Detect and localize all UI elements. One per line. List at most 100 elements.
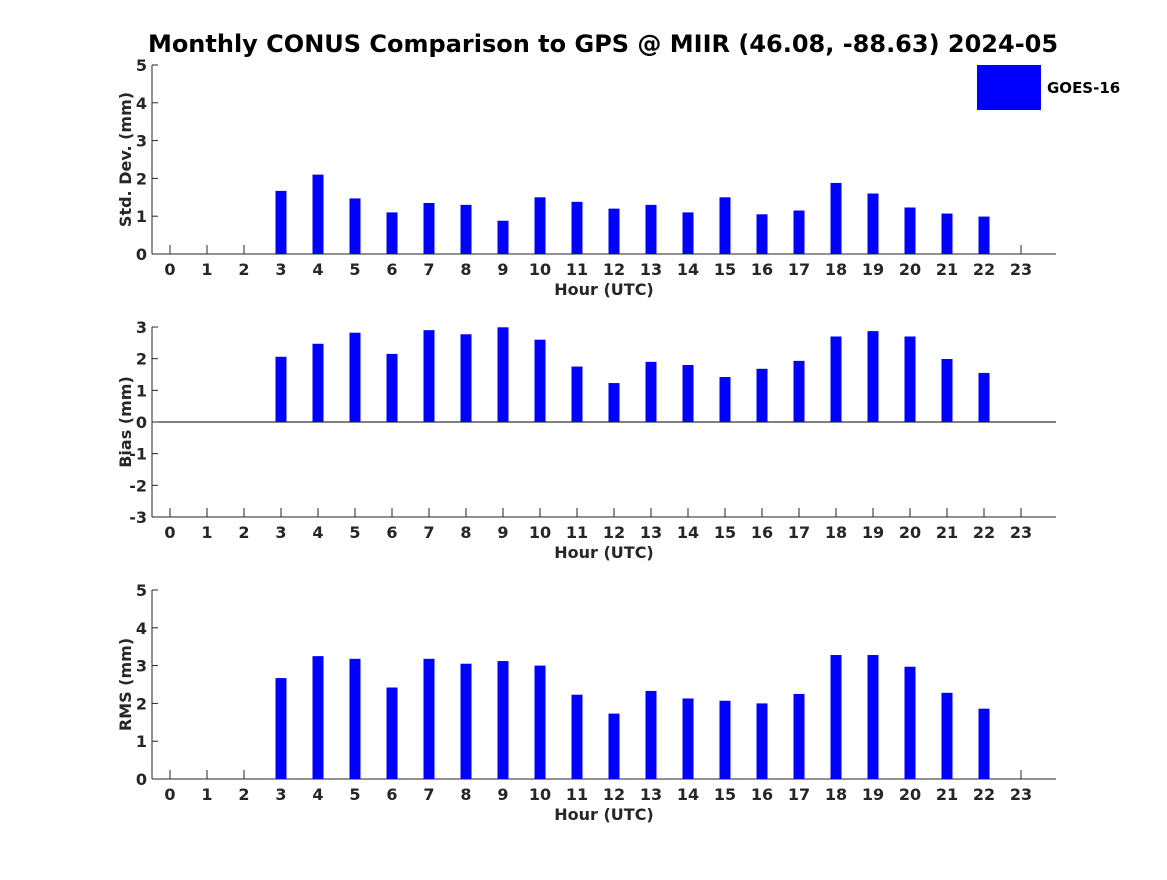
bar-hour-9 xyxy=(497,220,509,254)
y-tick-label: -1 xyxy=(129,445,147,464)
x-tick-label: 0 xyxy=(164,260,175,279)
x-tick-label: 7 xyxy=(423,260,434,279)
bar-hour-20 xyxy=(904,207,916,254)
bar-hour-8 xyxy=(460,663,472,779)
y-tick-label: 2 xyxy=(136,694,147,713)
y-tick-label: 0 xyxy=(136,770,147,789)
bar-hour-3 xyxy=(275,678,287,779)
x-tick-label: 10 xyxy=(529,523,551,542)
x-tick-label: 15 xyxy=(714,523,736,542)
bar-hour-16 xyxy=(756,368,768,422)
x-tick-label: 6 xyxy=(386,260,397,279)
x-tick-label: 4 xyxy=(312,785,323,804)
bar-hour-22 xyxy=(978,372,990,422)
bar-hour-5 xyxy=(349,658,361,779)
x-tick-label: 14 xyxy=(677,260,699,279)
x-tick-label: 17 xyxy=(788,523,810,542)
bar-hour-19 xyxy=(867,193,879,254)
y-tick-label: 3 xyxy=(136,657,147,676)
x-tick-label: 0 xyxy=(164,785,175,804)
x-tick-label: 11 xyxy=(566,785,588,804)
y-tick-label: -3 xyxy=(129,508,147,527)
y-tick-label: 5 xyxy=(136,56,147,75)
x-tick-label: 18 xyxy=(825,523,847,542)
x-tick-label: 3 xyxy=(275,785,286,804)
x-tick-label: 23 xyxy=(1010,785,1032,804)
y-tick-label: 1 xyxy=(136,207,147,226)
x-tick-label: 8 xyxy=(460,523,471,542)
y-tick-label: -2 xyxy=(129,476,147,495)
chart-title: Monthly CONUS Comparison to GPS @ MIIR (… xyxy=(148,30,1058,58)
y-tick-label: 1 xyxy=(136,381,147,400)
bar-hour-13 xyxy=(645,690,657,779)
x-tick-label: 16 xyxy=(751,785,773,804)
bar-hour-18 xyxy=(830,655,842,779)
x-tick-label: 21 xyxy=(936,785,958,804)
x-tick-label: 0 xyxy=(164,523,175,542)
bar-hour-4 xyxy=(312,174,324,254)
x-tick-label: 7 xyxy=(423,785,434,804)
x-tick-label: 12 xyxy=(603,523,625,542)
x-tick-label: 9 xyxy=(497,523,508,542)
y-tick-label: 1 xyxy=(136,732,147,751)
x-tick-label: 22 xyxy=(973,260,995,279)
bar-hour-14 xyxy=(682,365,694,422)
x-tick-label: 13 xyxy=(640,523,662,542)
x-tick-label: 21 xyxy=(936,260,958,279)
x-tick-label: 4 xyxy=(312,523,323,542)
x-tick-label: 16 xyxy=(751,523,773,542)
y-tick-label: 5 xyxy=(136,581,147,600)
bar-hour-9 xyxy=(497,661,509,779)
bar-hour-15 xyxy=(719,197,731,254)
x-tick-label: 10 xyxy=(529,785,551,804)
legend-swatch xyxy=(977,65,1041,110)
x-tick-label: 20 xyxy=(899,785,921,804)
x-tick-label: 15 xyxy=(714,785,736,804)
x-tick-label: 23 xyxy=(1010,260,1032,279)
bar-hour-17 xyxy=(793,360,805,422)
bar-hour-3 xyxy=(275,356,287,422)
x-tick-label: 20 xyxy=(899,523,921,542)
x-tick-label: 18 xyxy=(825,260,847,279)
bar-hour-21 xyxy=(941,692,953,779)
x-tick-label: 6 xyxy=(386,523,397,542)
x-tick-label: 12 xyxy=(603,785,625,804)
x-tick-label: 9 xyxy=(497,260,508,279)
x-tick-label: 2 xyxy=(238,523,249,542)
x-tick-label: 19 xyxy=(862,260,884,279)
bar-hour-8 xyxy=(460,334,472,422)
x-tick-label: 2 xyxy=(238,785,249,804)
x-tick-label: 14 xyxy=(677,785,699,804)
bar-hour-11 xyxy=(571,694,583,779)
x-axis-label: Hour (UTC) xyxy=(554,543,654,562)
y-tick-label: 0 xyxy=(136,245,147,264)
bar-hour-13 xyxy=(645,204,657,254)
y-axis-label: RMS (mm) xyxy=(116,638,135,731)
x-tick-label: 2 xyxy=(238,260,249,279)
y-tick-label: 4 xyxy=(136,619,147,638)
x-axis-label: Hour (UTC) xyxy=(554,280,654,299)
x-tick-label: 4 xyxy=(312,260,323,279)
bar-hour-6 xyxy=(386,212,398,254)
bar-hour-12 xyxy=(608,713,620,779)
x-tick-label: 1 xyxy=(201,260,212,279)
bar-hour-7 xyxy=(423,658,435,779)
x-tick-label: 14 xyxy=(677,523,699,542)
y-axis-label: Bias (mm) xyxy=(116,376,135,468)
y-tick-label: 3 xyxy=(136,132,147,151)
x-tick-label: 16 xyxy=(751,260,773,279)
bar-hour-11 xyxy=(571,366,583,422)
bar-hour-15 xyxy=(719,377,731,422)
x-tick-label: 11 xyxy=(566,260,588,279)
y-tick-label: 3 xyxy=(136,318,147,337)
bar-hour-13 xyxy=(645,361,657,422)
bar-hour-3 xyxy=(275,190,287,254)
bar-hour-19 xyxy=(867,655,879,779)
x-tick-label: 18 xyxy=(825,785,847,804)
bar-hour-10 xyxy=(534,665,546,779)
